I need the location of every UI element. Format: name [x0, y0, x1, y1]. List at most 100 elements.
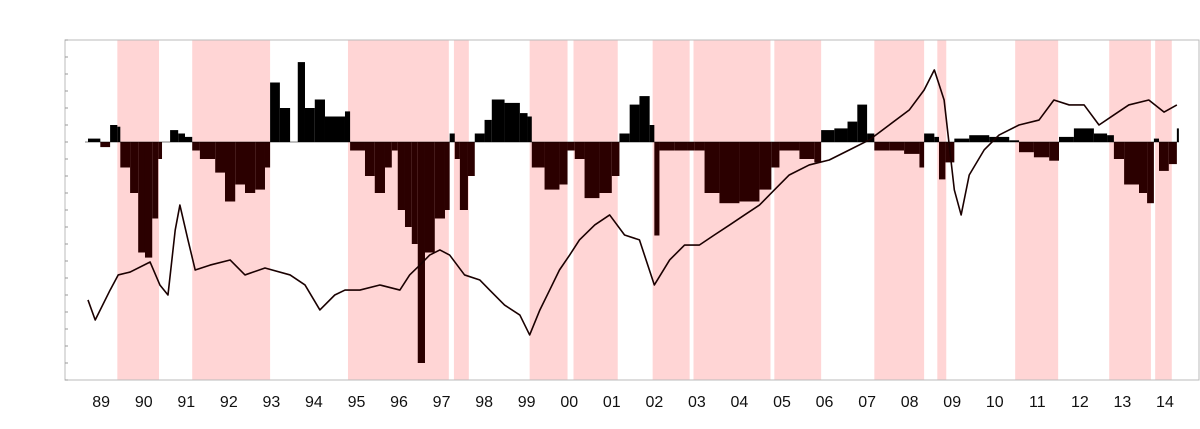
area-bar — [531, 142, 545, 168]
x-tick-label: 99 — [518, 394, 536, 411]
area-bar — [350, 142, 365, 151]
area-bar — [1009, 140, 1020, 142]
area-bar — [100, 142, 111, 148]
x-tick-label: 96 — [390, 394, 408, 411]
area-bar — [847, 121, 858, 142]
area-bar — [674, 142, 688, 151]
area-bar — [270, 82, 280, 142]
shaded-period — [874, 40, 925, 380]
area-bar — [170, 130, 179, 142]
area-bar — [314, 99, 325, 142]
area-bar — [934, 136, 940, 142]
area-bar — [1168, 142, 1177, 165]
area-bar — [874, 142, 890, 151]
area-bar — [374, 142, 385, 193]
shaded-period — [1155, 40, 1172, 380]
area-bar — [1159, 142, 1169, 171]
shaded-period — [693, 40, 771, 380]
area-bar — [152, 142, 159, 219]
area-bar — [424, 142, 435, 253]
area-bar — [279, 108, 291, 142]
area-bar — [459, 142, 468, 210]
area-bar — [867, 133, 875, 142]
x-tick-label: 05 — [773, 394, 791, 411]
area-bar — [574, 142, 585, 159]
line — [87, 69, 1178, 336]
area-bar — [117, 126, 121, 142]
area-bar — [404, 142, 412, 227]
area-bar — [821, 130, 835, 142]
area-bar — [444, 142, 450, 210]
x-tick-label: 98 — [475, 394, 493, 411]
area-bar — [954, 138, 970, 142]
x-tick-label: 09 — [943, 394, 961, 411]
area-bar — [969, 135, 990, 142]
area-bar — [649, 125, 655, 142]
area-bar — [654, 142, 660, 236]
area-bar — [544, 142, 560, 190]
area-bar — [215, 142, 225, 173]
area-bar — [192, 142, 200, 151]
area-bar — [1113, 142, 1125, 159]
x-tick-label: 91 — [177, 394, 195, 411]
x-tick-label: 14 — [1156, 394, 1174, 411]
area-bar — [1139, 142, 1148, 193]
area-bar — [1124, 142, 1140, 185]
area-bar — [324, 116, 345, 142]
area-bar — [1176, 128, 1179, 142]
area-bar — [138, 142, 145, 253]
x-tick-label: 01 — [603, 394, 621, 411]
area-bar — [1059, 136, 1074, 142]
x-tick-label: 11 — [1029, 394, 1046, 411]
x-tick-label: 92 — [220, 394, 238, 411]
area-bar — [144, 142, 153, 258]
area-bar — [1153, 138, 1160, 142]
shaded-period — [573, 40, 618, 380]
area-bar — [739, 142, 760, 202]
area-bar — [449, 133, 455, 142]
area-bar — [1049, 142, 1060, 161]
area-bar — [567, 142, 575, 151]
area-bar — [659, 142, 675, 151]
area-bar — [484, 119, 492, 142]
area-bar — [779, 142, 800, 151]
area-bar — [759, 142, 772, 190]
area-bar — [199, 142, 216, 159]
area-bar — [130, 142, 139, 193]
area-bar — [527, 116, 532, 142]
area-bar — [1107, 135, 1114, 142]
x-tick-label: 00 — [560, 394, 578, 411]
area-bar — [1147, 142, 1154, 204]
area-bar — [694, 142, 705, 151]
area-bar — [364, 142, 375, 176]
area-bar — [178, 133, 185, 142]
x-tick-label: 07 — [858, 394, 876, 411]
area-bar — [704, 142, 720, 193]
area-bar — [434, 142, 445, 219]
area-bar — [924, 133, 935, 142]
area-bar — [158, 142, 163, 159]
area-bar — [857, 104, 868, 142]
area-bar — [639, 96, 650, 142]
area-bar — [417, 142, 425, 363]
x-tick-label: 90 — [135, 394, 153, 411]
area-bar — [1033, 142, 1050, 158]
area-bar — [474, 133, 485, 142]
area-bar — [224, 142, 236, 202]
shaded-period — [1109, 40, 1151, 380]
area-bar — [939, 142, 946, 180]
area-bar — [629, 104, 640, 142]
shaded-period — [192, 40, 271, 380]
x-tick-label: 89 — [92, 394, 110, 411]
x-tick-label: 08 — [901, 394, 919, 411]
area-bar — [491, 99, 505, 142]
area-bar — [297, 62, 305, 142]
area-bar — [391, 142, 398, 151]
area-bar — [834, 128, 848, 142]
area-bar — [397, 142, 405, 210]
x-tick-label: 94 — [305, 394, 323, 411]
area-bar — [919, 142, 925, 168]
area-bar — [454, 142, 460, 159]
x-tick-label: 13 — [1114, 394, 1132, 411]
area-bar — [584, 142, 600, 199]
